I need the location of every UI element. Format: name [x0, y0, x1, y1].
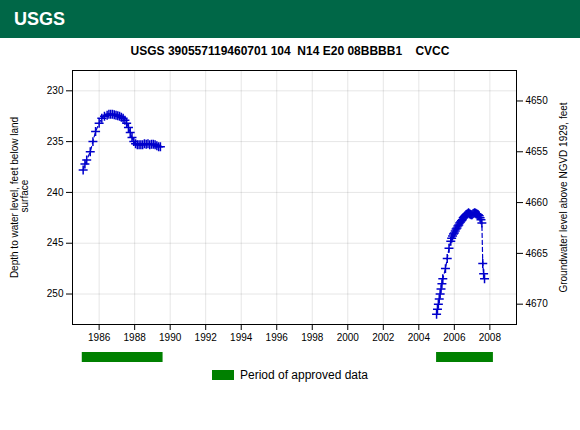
svg-text:1996: 1996 [266, 332, 289, 343]
svg-text:245: 245 [47, 237, 64, 248]
svg-text:2000: 2000 [337, 332, 360, 343]
svg-text:4665: 4665 [526, 248, 549, 259]
svg-text:2004: 2004 [408, 332, 431, 343]
svg-text:Groundwater level above NGVD 1: Groundwater level above NGVD 1929, feet [558, 102, 569, 292]
svg-text:4655: 4655 [526, 146, 549, 157]
svg-text:Depth to water level, feet bel: Depth to water level, feet below land su… [9, 117, 30, 278]
svg-text:240: 240 [47, 187, 64, 198]
html-text:USGS: USGS [14, 8, 65, 29]
svg-text:1988: 1988 [124, 332, 147, 343]
svg-text:1992: 1992 [195, 332, 218, 343]
html-text:USGS 390557119460701 104 N14 E: USGS 390557119460701 104 N14 E20 08BBBB1… [130, 44, 450, 58]
svg-text:250: 250 [47, 288, 64, 299]
svg-text:2008: 2008 [479, 332, 502, 343]
svg-text:2006: 2006 [443, 332, 466, 343]
svg-text:4670: 4670 [526, 298, 549, 309]
svg-text:2002: 2002 [372, 332, 395, 343]
svg-text:4660: 4660 [526, 197, 549, 208]
svg-text:1998: 1998 [301, 332, 324, 343]
svg-text:4650: 4650 [526, 95, 549, 106]
svg-text:1986: 1986 [88, 332, 111, 343]
svg-text:1990: 1990 [159, 332, 182, 343]
svg-text:235: 235 [47, 136, 64, 147]
svg-text:1994: 1994 [230, 332, 253, 343]
html-text:Period of approved data: Period of approved data [240, 368, 368, 382]
svg-text:230: 230 [47, 85, 64, 96]
